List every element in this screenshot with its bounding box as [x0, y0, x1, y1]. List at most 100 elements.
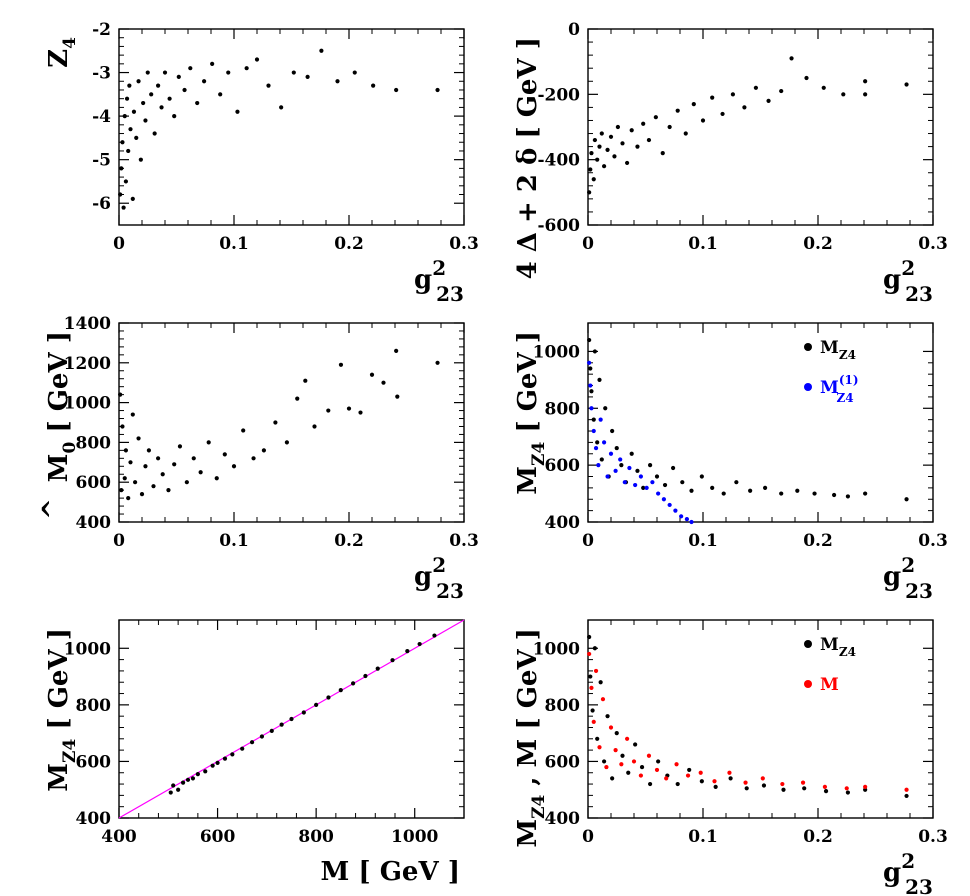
y-tick-label: 400: [545, 809, 581, 829]
data-point: [613, 748, 618, 753]
data-point: [303, 378, 308, 383]
data-point: [119, 488, 124, 493]
data-point: [712, 779, 717, 784]
data-point: [603, 406, 608, 411]
x-tick-label: 0.3: [918, 827, 948, 847]
data-point: [620, 141, 625, 146]
data-point: [650, 480, 655, 485]
series-0: [118, 48, 440, 210]
data-point: [123, 179, 128, 184]
data-point: [699, 779, 704, 784]
data-point: [319, 48, 324, 53]
chart-panel-mz4_vs_m: 400 600 800 1000 400 600 800 1000 M [ GeV ] MZ4 […: [44, 619, 465, 887]
data-point: [375, 666, 380, 671]
data-point: [656, 491, 661, 496]
data-point: [126, 496, 131, 501]
data-point: [602, 759, 607, 764]
data-point: [646, 753, 652, 758]
x-tick-label: 800: [298, 827, 334, 847]
data-point: [591, 719, 596, 724]
data-point: [206, 440, 211, 445]
data-point: [610, 428, 615, 434]
data-point: [863, 92, 868, 97]
x-tick-label: 0.2: [334, 234, 364, 254]
data-point: [151, 484, 156, 489]
data-point: [432, 633, 437, 638]
data-point: [598, 417, 603, 422]
x-tick-label: 0.3: [449, 234, 479, 254]
data-point: [381, 380, 386, 385]
data-point: [176, 74, 181, 80]
data-point: [863, 79, 868, 84]
chart-panel-mz4: 0 0.1 0.2 0.3 400 600 800 1000 MZ4 M(1) Z4 g2 23 MZ4 …: [513, 322, 948, 603]
x-tick-label: 0: [582, 827, 594, 847]
data-point: [326, 408, 331, 413]
data-point: [720, 111, 725, 117]
y-tick-label: 800: [545, 696, 581, 716]
legend-entry: MZ4: [820, 338, 856, 362]
data-point: [587, 634, 592, 640]
data-point: [326, 695, 331, 700]
data-point: [597, 377, 602, 382]
x-tick-label: 0.3: [918, 234, 948, 254]
chart-panel-mz4_and_m: 0 0.1 0.2 0.3 400 600 800 1000 MZ4 Mg2 23 MZ4 , M […: [513, 619, 948, 896]
x-tick-label: 0: [113, 234, 125, 254]
data-point: [689, 488, 694, 493]
data-point: [779, 491, 784, 496]
data-point: [613, 468, 618, 473]
data-point: [122, 476, 127, 481]
data-point: [301, 710, 306, 715]
data-point: [156, 456, 161, 461]
data-point: [167, 96, 172, 101]
data-point: [160, 472, 165, 477]
data-point: [904, 82, 909, 87]
data-point: [691, 102, 696, 107]
data-point: [593, 445, 599, 451]
data-point: [591, 177, 596, 182]
data-point: [146, 448, 151, 453]
data-point: [627, 465, 632, 471]
data-point: [863, 784, 868, 789]
data-point: [177, 444, 183, 449]
data-point: [130, 412, 135, 417]
y-tick-label: -600: [537, 216, 580, 236]
data-point: [597, 144, 602, 149]
data-point: [592, 646, 598, 651]
series-0: [587, 337, 909, 502]
data-point: [188, 66, 193, 71]
data-point: [654, 474, 660, 479]
data-point: [172, 462, 177, 467]
data-point: [358, 410, 363, 415]
y-tick-label: 0: [568, 20, 580, 40]
data-point: [710, 485, 715, 490]
series-0: [168, 633, 437, 795]
data-point: [295, 396, 300, 401]
data-point: [699, 474, 704, 479]
data-point: [149, 92, 154, 97]
data-point: [599, 131, 604, 136]
data-point: [235, 109, 240, 114]
data-point: [279, 722, 284, 727]
data-point: [592, 349, 598, 354]
data-point: [639, 764, 645, 770]
data-point: [608, 134, 614, 139]
data-point: [863, 491, 868, 496]
plot-frame: [587, 322, 934, 523]
x-axis-label: g2 23: [883, 849, 933, 896]
data-point: [812, 491, 817, 496]
data-point: [638, 474, 644, 479]
data-point: [760, 776, 765, 781]
data-point: [730, 92, 736, 97]
data-point: [143, 118, 148, 123]
data-point: [904, 497, 909, 502]
data-point: [118, 392, 123, 397]
data-point: [644, 485, 649, 490]
x-tick-label: 0.1: [688, 827, 718, 847]
data-point: [618, 457, 623, 462]
series-0: [587, 56, 909, 195]
data-point: [753, 85, 759, 90]
data-point: [279, 105, 284, 110]
data-point: [172, 114, 177, 119]
data-point: [231, 464, 237, 469]
data-point: [589, 685, 594, 690]
